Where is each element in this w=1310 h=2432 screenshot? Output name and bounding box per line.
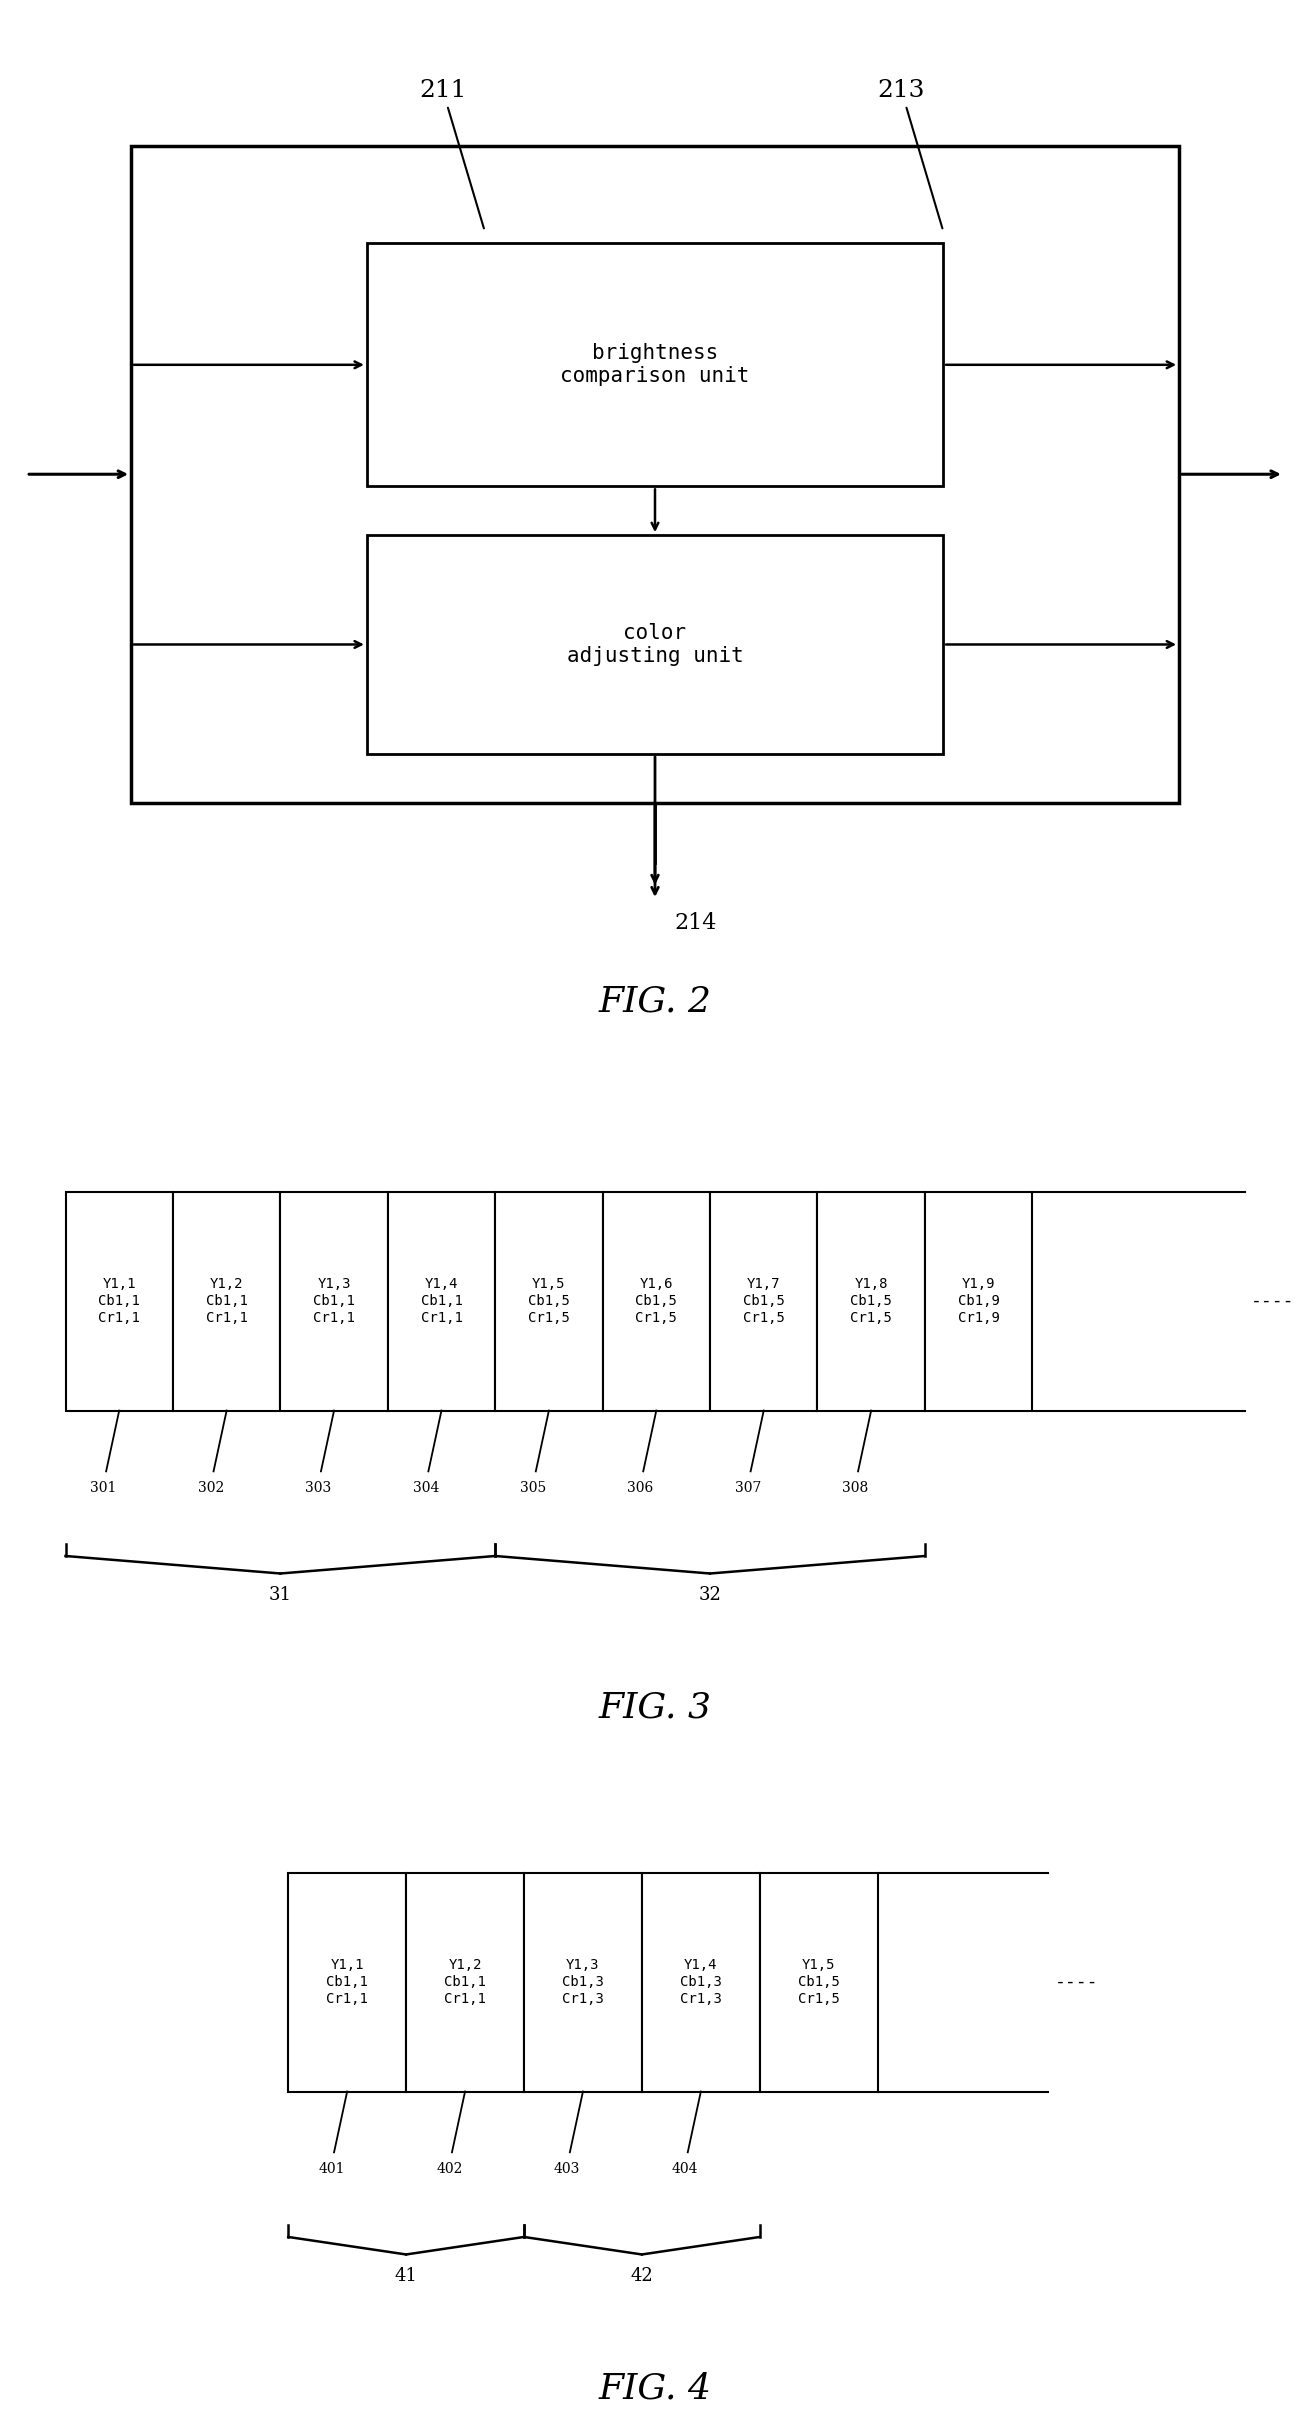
Text: Y1,3
Cb1,1
Cr1,1: Y1,3 Cb1,1 Cr1,1 [313,1277,355,1325]
Text: 213: 213 [878,80,942,229]
Bar [388,1192,495,1411]
Text: Y1,5
Cb1,5
Cr1,5: Y1,5 Cb1,5 Cr1,5 [798,1958,840,2006]
Text: FIG. 4: FIG. 4 [599,2371,711,2405]
Text: FIG. 2: FIG. 2 [599,985,711,1019]
Text: 42: 42 [630,2267,654,2284]
Bar [406,1873,524,2092]
Bar [524,1873,642,2092]
Bar [817,1192,925,1411]
Text: Y1,4
Cb1,3
Cr1,3: Y1,4 Cb1,3 Cr1,3 [680,1958,722,2006]
Text: 41: 41 [394,2267,418,2284]
Text: brightness
comparison unit: brightness comparison unit [561,343,749,387]
Text: Y1,5
Cb1,5
Cr1,5: Y1,5 Cb1,5 Cr1,5 [528,1277,570,1325]
Text: 31: 31 [269,1586,292,1603]
Text: Y1,2
Cb1,1
Cr1,1: Y1,2 Cb1,1 Cr1,1 [206,1277,248,1325]
Bar [760,1873,878,2092]
Text: 307: 307 [735,1481,761,1496]
Bar [288,1873,406,2092]
Text: ----: ---- [1251,1291,1294,1311]
Text: Y1,9
Cb1,9
Cr1,9: Y1,9 Cb1,9 Cr1,9 [958,1277,1000,1325]
Text: Y1,1
Cb1,1
Cr1,1: Y1,1 Cb1,1 Cr1,1 [326,1958,368,2006]
Text: Y1,2
Cb1,1
Cr1,1: Y1,2 Cb1,1 Cr1,1 [444,1958,486,2006]
Text: Y1,7
Cb1,5
Cr1,5: Y1,7 Cb1,5 Cr1,5 [743,1277,785,1325]
Text: 308: 308 [842,1481,869,1496]
Text: 214: 214 [675,912,717,934]
Bar [367,535,943,754]
Bar [710,1192,817,1411]
Text: 32: 32 [698,1586,722,1603]
Text: Y1,4
Cb1,1
Cr1,1: Y1,4 Cb1,1 Cr1,1 [421,1277,462,1325]
Text: ----: ---- [1055,1972,1098,1992]
Bar [603,1192,710,1411]
Bar [280,1192,388,1411]
Text: 304: 304 [413,1481,439,1496]
Text: 404: 404 [672,2162,698,2177]
Bar [925,1192,1032,1411]
Text: Y1,6
Cb1,5
Cr1,5: Y1,6 Cb1,5 Cr1,5 [635,1277,677,1325]
Text: 306: 306 [627,1481,654,1496]
Text: 211: 211 [419,80,483,229]
Bar [131,146,1179,803]
Bar [66,1192,173,1411]
Text: 401: 401 [318,2162,345,2177]
Text: 303: 303 [305,1481,331,1496]
Text: 302: 302 [198,1481,224,1496]
Text: 305: 305 [520,1481,546,1496]
Text: 301: 301 [90,1481,117,1496]
Text: color
adjusting unit: color adjusting unit [567,623,743,666]
Text: 402: 402 [436,2162,462,2177]
Bar [173,1192,280,1411]
Bar [495,1192,603,1411]
Text: FIG. 3: FIG. 3 [599,1690,711,1724]
Bar [367,243,943,486]
Text: Y1,3
Cb1,3
Cr1,3: Y1,3 Cb1,3 Cr1,3 [562,1958,604,2006]
Bar [642,1873,760,2092]
Text: Y1,1
Cb1,1
Cr1,1: Y1,1 Cb1,1 Cr1,1 [98,1277,140,1325]
Text: Y1,8
Cb1,5
Cr1,5: Y1,8 Cb1,5 Cr1,5 [850,1277,892,1325]
Text: 403: 403 [554,2162,580,2177]
